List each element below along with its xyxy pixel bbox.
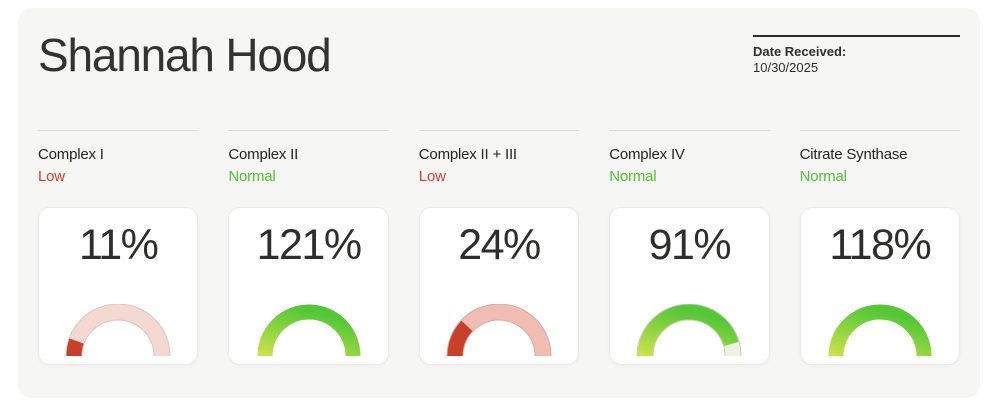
assay-label: Complex II + III — [418, 145, 517, 163]
result-column-1: Complex II Normal 121% — [228, 129, 389, 365]
gauge-card: 91% — [609, 206, 770, 365]
result-column-4: Citrate Synthase Normal 118% — [799, 129, 960, 365]
gauge-card: 11% — [38, 206, 199, 365]
gauge-card: 121% — [228, 206, 389, 365]
status-badge: Low — [418, 167, 446, 185]
gauge-card: 24% — [418, 206, 580, 365]
results-cards-row: Complex I Low 11% Complex II Normal 121% Compl… — [38, 129, 960, 365]
percent-value: 11% — [79, 220, 159, 269]
date-received-label: Date Received: — [753, 44, 847, 59]
percent-value: 24% — [458, 220, 541, 269]
date-received-block: Date Received: 10/30/2025 — [753, 35, 960, 77]
assay-label: Complex I — [38, 145, 104, 163]
semi-gauge — [828, 304, 932, 356]
semi-gauge — [636, 303, 742, 356]
report-header: Shannah Hood Date Received: 10/30/2025 — [38, 29, 960, 82]
status-badge: Normal — [228, 167, 276, 185]
status-badge: Low — [38, 167, 65, 185]
result-column-0: Complex I Low 11% — [38, 129, 199, 365]
assay-label: Complex II — [228, 145, 299, 163]
assay-label: Citrate Synthase — [799, 145, 908, 163]
status-badge: Normal — [799, 167, 847, 185]
semi-gauge — [257, 304, 361, 356]
patient-name: Shannah Hood — [38, 29, 332, 81]
gauge-card: 118% — [799, 206, 960, 365]
percent-value: 118% — [829, 220, 931, 269]
date-received-value: 10/30/2025 — [753, 60, 819, 76]
percent-value: 91% — [648, 220, 732, 269]
result-column-3: Complex IV Normal 91% — [609, 129, 770, 365]
result-column-2: Complex II + III Low 24% — [418, 129, 580, 365]
percent-value: 121% — [256, 220, 362, 269]
semi-gauge — [65, 303, 171, 356]
report-panel: Shannah Hood Date Received: 10/30/2025 C… — [18, 8, 980, 398]
status-badge: Normal — [609, 167, 657, 185]
semi-gauge — [446, 303, 552, 356]
assay-label: Complex IV — [609, 145, 685, 163]
